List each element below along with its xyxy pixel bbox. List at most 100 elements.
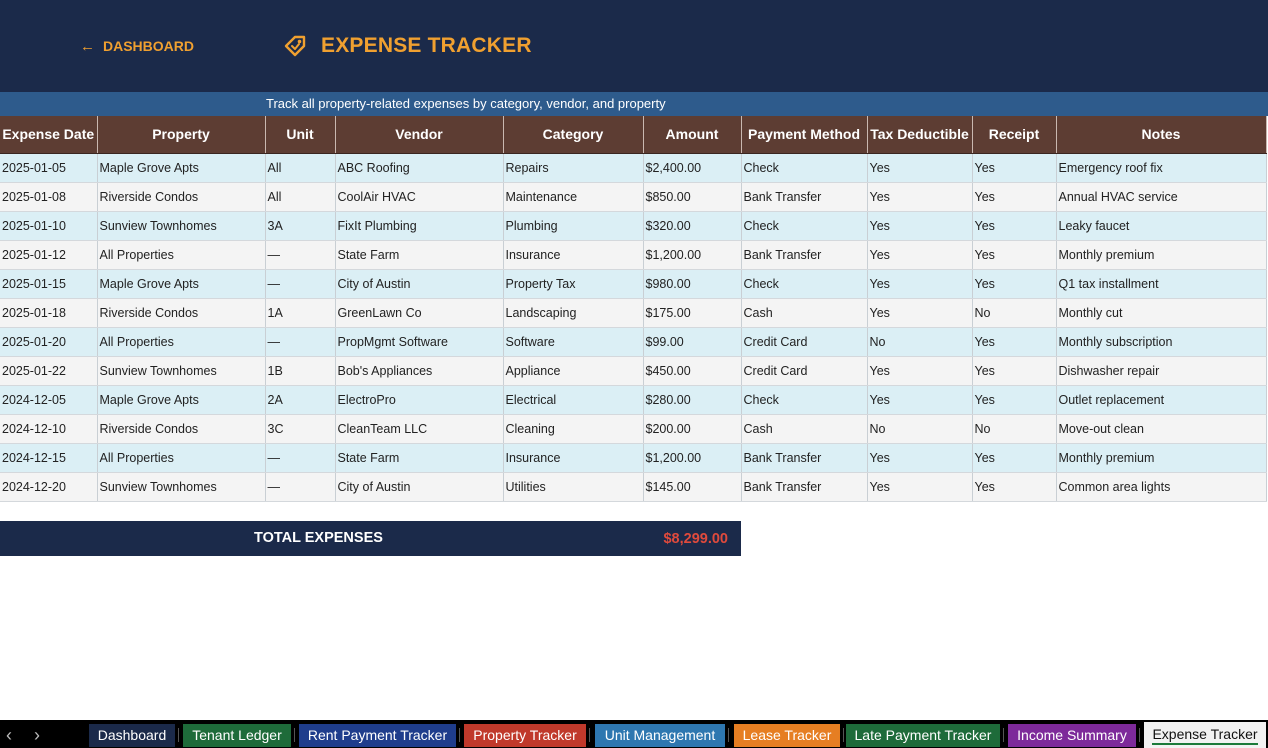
cell-property[interactable]: All Properties <box>97 327 266 357</box>
cell-property[interactable]: Maple Grove Apts <box>97 385 266 415</box>
cell-amount[interactable]: $850.00 <box>643 182 742 212</box>
cell-category[interactable]: Software <box>503 327 644 357</box>
back-to-dashboard-link[interactable]: ← DASHBOARD <box>80 36 194 56</box>
cell-amount[interactable]: $99.00 <box>643 327 742 357</box>
cell-notes[interactable]: Common area lights <box>1056 472 1267 502</box>
cell-amount[interactable]: $280.00 <box>643 385 742 415</box>
cell-unit[interactable]: — <box>265 443 336 473</box>
cell-amount[interactable]: $2,400.00 <box>643 153 742 183</box>
cell-notes[interactable]: Move-out clean <box>1056 414 1267 444</box>
cell-receipt[interactable]: Yes <box>972 153 1057 183</box>
cell-payment-method[interactable]: Cash <box>741 298 868 328</box>
column-header-payment-method[interactable]: Payment Method <box>741 116 868 154</box>
cell-property[interactable]: Sunview Townhomes <box>97 472 266 502</box>
cell-notes[interactable]: Leaky faucet <box>1056 211 1267 241</box>
cell-payment-method[interactable]: Bank Transfer <box>741 182 868 212</box>
cell-payment-method[interactable]: Check <box>741 385 868 415</box>
cell-notes[interactable]: Monthly premium <box>1056 240 1267 270</box>
cell-notes[interactable]: Dishwasher repair <box>1056 356 1267 386</box>
cell-vendor[interactable]: PropMgmt Software <box>335 327 504 357</box>
column-header-property[interactable]: Property <box>97 116 266 154</box>
cell-unit[interactable]: All <box>265 153 336 183</box>
cell-amount[interactable]: $450.00 <box>643 356 742 386</box>
cell-expense-date[interactable]: 2025-01-12 <box>0 240 98 270</box>
cell-tax-deductible[interactable]: Yes <box>867 385 973 415</box>
cell-vendor[interactable]: CoolAir HVAC <box>335 182 504 212</box>
cell-vendor[interactable]: City of Austin <box>335 472 504 502</box>
cell-unit[interactable]: — <box>265 269 336 299</box>
cell-category[interactable]: Property Tax <box>503 269 644 299</box>
chevron-right-icon[interactable]: › <box>34 725 40 745</box>
cell-receipt[interactable]: Yes <box>972 269 1057 299</box>
cell-receipt[interactable]: Yes <box>972 240 1057 270</box>
cell-amount[interactable]: $320.00 <box>643 211 742 241</box>
cell-notes[interactable]: Monthly premium <box>1056 443 1267 473</box>
cell-payment-method[interactable]: Cash <box>741 414 868 444</box>
cell-unit[interactable]: All <box>265 182 336 212</box>
cell-amount[interactable]: $1,200.00 <box>643 240 742 270</box>
cell-expense-date[interactable]: 2025-01-05 <box>0 153 98 183</box>
cell-amount[interactable]: $145.00 <box>643 472 742 502</box>
cell-category[interactable]: Electrical <box>503 385 644 415</box>
cell-tax-deductible[interactable]: No <box>867 327 973 357</box>
cell-payment-method[interactable]: Check <box>741 211 868 241</box>
cell-notes[interactable]: Monthly cut <box>1056 298 1267 328</box>
cell-receipt[interactable]: Yes <box>972 182 1057 212</box>
cell-amount[interactable]: $200.00 <box>643 414 742 444</box>
cell-expense-date[interactable]: 2025-01-15 <box>0 269 98 299</box>
cell-unit[interactable]: 3C <box>265 414 336 444</box>
cell-expense-date[interactable]: 2025-01-18 <box>0 298 98 328</box>
column-header-receipt[interactable]: Receipt <box>972 116 1057 154</box>
cell-tax-deductible[interactable]: Yes <box>867 211 973 241</box>
cell-property[interactable]: Riverside Condos <box>97 414 266 444</box>
sheet-tab-unit-management[interactable]: Unit Management <box>595 724 725 747</box>
sheet-tab-income-summary[interactable]: Income Summary <box>1008 724 1136 747</box>
column-header-expense-date[interactable]: Expense Date <box>0 116 98 154</box>
cell-expense-date[interactable]: 2025-01-10 <box>0 211 98 241</box>
cell-receipt[interactable]: No <box>972 414 1057 444</box>
cell-unit[interactable]: — <box>265 327 336 357</box>
column-header-notes[interactable]: Notes <box>1056 116 1267 154</box>
column-header-tax-deductible[interactable]: Tax Deductible <box>867 116 973 154</box>
column-header-category[interactable]: Category <box>503 116 644 154</box>
cell-tax-deductible[interactable]: Yes <box>867 240 973 270</box>
cell-vendor[interactable]: ElectroPro <box>335 385 504 415</box>
cell-category[interactable]: Insurance <box>503 240 644 270</box>
cell-expense-date[interactable]: 2024-12-20 <box>0 472 98 502</box>
cell-receipt[interactable]: Yes <box>972 356 1057 386</box>
column-header-amount[interactable]: Amount <box>643 116 742 154</box>
cell-receipt[interactable]: Yes <box>972 211 1057 241</box>
cell-vendor[interactable]: CleanTeam LLC <box>335 414 504 444</box>
cell-expense-date[interactable]: 2024-12-15 <box>0 443 98 473</box>
cell-expense-date[interactable]: 2025-01-20 <box>0 327 98 357</box>
cell-notes[interactable]: Annual HVAC service <box>1056 182 1267 212</box>
cell-category[interactable]: Insurance <box>503 443 644 473</box>
cell-tax-deductible[interactable]: Yes <box>867 182 973 212</box>
cell-vendor[interactable]: City of Austin <box>335 269 504 299</box>
cell-category[interactable]: Cleaning <box>503 414 644 444</box>
cell-expense-date[interactable]: 2025-01-22 <box>0 356 98 386</box>
cell-tax-deductible[interactable]: Yes <box>867 298 973 328</box>
cell-tax-deductible[interactable]: Yes <box>867 269 973 299</box>
cell-vendor[interactable]: FixIt Plumbing <box>335 211 504 241</box>
cell-category[interactable]: Utilities <box>503 472 644 502</box>
cell-tax-deductible[interactable]: Yes <box>867 472 973 502</box>
cell-notes[interactable]: Q1 tax installment <box>1056 269 1267 299</box>
chevron-left-icon[interactable]: ‹ <box>6 725 12 745</box>
sheet-tab-rent-payment-tracker[interactable]: Rent Payment Tracker <box>299 724 456 747</box>
sheet-tab-expense-tracker[interactable]: Expense Tracker <box>1144 722 1266 748</box>
cell-payment-method[interactable]: Bank Transfer <box>741 443 868 473</box>
cell-property[interactable]: Sunview Townhomes <box>97 211 266 241</box>
cell-receipt[interactable]: Yes <box>972 385 1057 415</box>
cell-payment-method[interactable]: Check <box>741 269 868 299</box>
cell-tax-deductible[interactable]: Yes <box>867 153 973 183</box>
cell-property[interactable]: Sunview Townhomes <box>97 356 266 386</box>
cell-vendor[interactable]: State Farm <box>335 443 504 473</box>
cell-unit[interactable]: 3A <box>265 211 336 241</box>
cell-unit[interactable]: 1A <box>265 298 336 328</box>
cell-amount[interactable]: $980.00 <box>643 269 742 299</box>
cell-category[interactable]: Maintenance <box>503 182 644 212</box>
cell-amount[interactable]: $175.00 <box>643 298 742 328</box>
cell-property[interactable]: Maple Grove Apts <box>97 269 266 299</box>
cell-category[interactable]: Appliance <box>503 356 644 386</box>
